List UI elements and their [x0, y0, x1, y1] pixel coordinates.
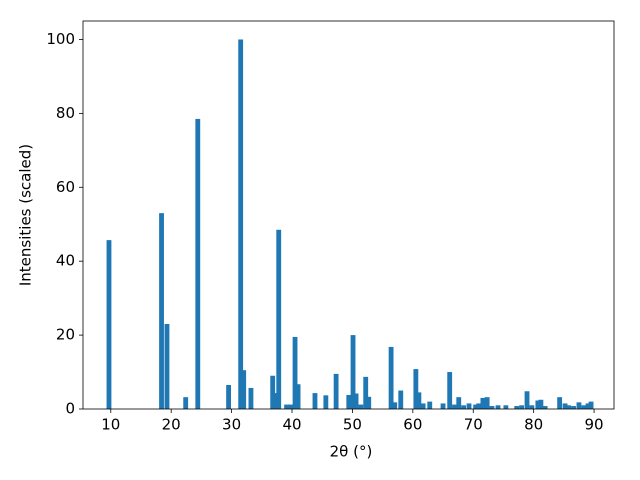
x-tick-label: 20 — [162, 416, 181, 434]
bar — [503, 405, 509, 409]
bar — [392, 402, 398, 409]
bar — [288, 404, 294, 409]
bar — [480, 397, 486, 409]
bar — [529, 405, 535, 409]
bar — [571, 406, 576, 409]
y-tick-label: 80 — [56, 104, 75, 122]
bar — [350, 335, 356, 409]
bar — [159, 213, 164, 409]
bar — [476, 403, 482, 409]
x-tick-label: 60 — [403, 416, 422, 434]
y-axis-label: Intensities (scaled) — [17, 144, 35, 286]
bar — [452, 404, 457, 409]
bar — [333, 373, 339, 409]
y-tick-label: 20 — [56, 326, 75, 344]
y-tick-label: 0 — [65, 400, 75, 418]
bar — [295, 384, 301, 409]
x-tick-label: 10 — [101, 416, 120, 434]
bar — [456, 397, 462, 409]
bar — [358, 404, 364, 409]
bar — [416, 392, 422, 409]
y-tick-label: 60 — [56, 178, 75, 196]
bar — [495, 405, 501, 409]
x-tick-label: 40 — [282, 416, 301, 434]
bar — [420, 403, 426, 409]
bar — [489, 406, 495, 409]
bar — [292, 336, 298, 409]
bar — [562, 403, 568, 409]
bar — [388, 346, 394, 409]
bar — [248, 387, 254, 409]
bar — [581, 405, 587, 409]
bar — [226, 384, 232, 409]
bar — [353, 393, 359, 409]
bar — [440, 403, 446, 409]
bar — [576, 402, 582, 409]
x-axis-label: 2θ (°) — [330, 443, 373, 461]
bar — [514, 406, 520, 409]
bar — [106, 240, 112, 409]
bar — [284, 404, 289, 409]
x-tick-label: 70 — [464, 416, 483, 434]
bar — [585, 403, 591, 409]
bar — [524, 391, 530, 409]
y-tick-label: 40 — [56, 252, 75, 270]
bar — [588, 401, 594, 409]
bar — [538, 399, 544, 409]
bar — [398, 390, 404, 409]
x-tick-label: 50 — [343, 416, 362, 434]
bar — [346, 394, 352, 409]
bar — [323, 395, 329, 409]
bar — [413, 369, 419, 409]
bar — [566, 405, 572, 409]
bar — [273, 393, 279, 409]
y-tick-label: 100 — [46, 30, 75, 48]
x-tick-label: 80 — [524, 416, 543, 434]
bar — [363, 376, 369, 409]
bar — [557, 397, 563, 409]
bar — [466, 403, 472, 409]
bar — [447, 372, 453, 409]
bar — [484, 397, 490, 409]
bar — [542, 406, 548, 409]
bar — [276, 229, 282, 409]
bar — [519, 405, 524, 409]
bar — [270, 375, 276, 409]
bar — [241, 370, 247, 409]
bar — [195, 118, 201, 409]
bar — [238, 39, 244, 409]
bar — [535, 400, 541, 409]
x-tick-label: 90 — [585, 416, 604, 434]
x-tick-label: 30 — [222, 416, 241, 434]
bar — [164, 324, 170, 409]
plot-frame — [82, 20, 615, 410]
bar — [427, 401, 433, 409]
bar — [312, 393, 318, 409]
bar — [461, 405, 466, 409]
bar — [366, 396, 372, 409]
bar — [473, 404, 479, 409]
bar — [183, 397, 189, 409]
